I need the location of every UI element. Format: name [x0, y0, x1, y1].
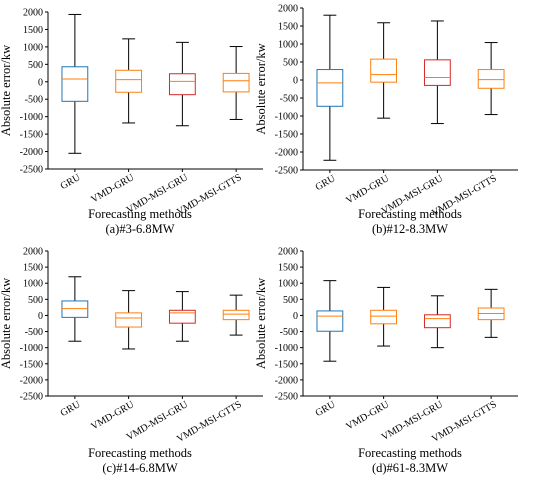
panel-1: -2500 -2000 -1500 -1000 -500 0 500 1000 1500 2000… [0, 8, 263, 236]
y-tick-label: 1500 [278, 263, 298, 274]
iqr-box [423, 314, 451, 329]
x-axis-title: Forecasting methods [358, 207, 462, 221]
box-gru [61, 276, 89, 342]
y-tick-label: 500 [28, 295, 43, 306]
y-tick-label: 0 [38, 311, 43, 322]
iqr-box [316, 69, 344, 107]
y-axis-title: Absolute error/kw [254, 43, 268, 134]
panel-2: -2500 -2000 -1500 -1000 -500 0 500 1000 1500 2000… [254, 4, 518, 236]
x-axis-title: Forecasting methods [88, 207, 192, 221]
box-gru [316, 14, 344, 161]
x-tick-label: VMD-GRU [89, 172, 137, 206]
box-vmd-msi-gru [168, 41, 196, 127]
iqr-box [168, 73, 196, 96]
y-tick-label: -1000 [275, 112, 298, 123]
y-tick-label: -2500 [20, 392, 43, 403]
y-tick-label: -2500 [20, 165, 43, 176]
y-tick-label: -2000 [20, 375, 43, 386]
box-vmd-gru [115, 38, 143, 124]
y-tick-label: 500 [283, 58, 298, 69]
y-tick-label: 1500 [23, 263, 43, 274]
y-tick-label: 500 [28, 60, 43, 71]
y-tick-label: -1500 [275, 359, 298, 370]
y-tick-label: -1500 [20, 130, 43, 141]
box-vmd-msi-gtts [477, 42, 505, 116]
box-vmd-gru [370, 286, 398, 347]
y-tick-label: -2000 [275, 148, 298, 159]
box-vmd-msi-gru [168, 291, 196, 342]
panel-4: -2500 -2000 -1500 -1000 -500 0 500 1000 1500 2000… [254, 247, 518, 475]
box-gru [61, 13, 89, 154]
y-tick-label: 500 [283, 295, 298, 306]
y-axis-title: Absolute error/kw [0, 278, 13, 369]
y-tick-label: 1000 [278, 40, 298, 51]
y-tick-label: 1000 [23, 42, 43, 53]
iqr-box [370, 309, 398, 325]
y-tick-label: -1000 [20, 343, 43, 354]
y-tick-label: -1500 [275, 130, 298, 141]
panel-caption: (a)#3-6.8MW [105, 222, 174, 236]
y-axis-title: Absolute error/kw [254, 278, 268, 369]
y-tick-label: -2500 [275, 166, 298, 177]
y-tick-label: -500 [280, 94, 298, 105]
box-vmd-msi-gru [423, 20, 451, 125]
panel-caption: (d)#61-8.3MW [372, 461, 448, 475]
y-tick-label: 0 [38, 77, 43, 88]
y-tick-label: 0 [293, 76, 298, 87]
x-tick-label: VMD-GRU [344, 173, 392, 207]
panel-caption: (c)#14-6.8MW [102, 461, 178, 475]
y-tick-label: 1500 [23, 25, 43, 36]
box-vmd-msi-gtts [477, 288, 505, 338]
box-vmd-msi-gtts [222, 294, 250, 336]
box-vmd-gru [370, 22, 398, 119]
y-tick-label: -1500 [20, 359, 43, 370]
iqr-box [115, 312, 143, 328]
iqr-box [222, 72, 250, 93]
y-tick-label: -2000 [20, 147, 43, 158]
iqr-box [423, 59, 451, 86]
y-tick-label: -500 [280, 327, 298, 338]
y-tick-label: 2000 [23, 247, 43, 258]
x-tick-label: VMD-GRU [89, 399, 137, 433]
y-tick-label: 1000 [278, 279, 298, 290]
iqr-box [115, 69, 143, 93]
iqr-box [168, 309, 196, 324]
x-tick-label: GRU [314, 173, 338, 193]
x-axis-title: Forecasting methods [358, 446, 462, 460]
iqr-box [477, 69, 505, 89]
y-tick-label: 1000 [23, 279, 43, 290]
iqr-box [61, 66, 89, 102]
x-tick-label: GRU [314, 399, 338, 419]
y-tick-label: -2500 [275, 392, 298, 403]
y-tick-label: 1500 [278, 22, 298, 33]
y-tick-label: -500 [25, 327, 43, 338]
panel-caption: (b)#12-8.3MW [372, 222, 448, 236]
box-vmd-msi-gru [423, 295, 451, 349]
iqr-box [316, 310, 344, 332]
box-gru [316, 280, 344, 362]
iqr-box [222, 309, 250, 321]
iqr-box [370, 58, 398, 83]
y-tick-label: -2000 [275, 375, 298, 386]
x-tick-label: GRU [59, 172, 83, 192]
y-tick-label: 0 [293, 311, 298, 322]
y-tick-label: 2000 [23, 8, 43, 19]
y-tick-label: -1000 [20, 112, 43, 123]
y-tick-label: 2000 [278, 247, 298, 258]
x-tick-label: VMD-GRU [344, 399, 392, 433]
y-tick-label: 2000 [278, 4, 298, 15]
y-axis-title: Absolute error/kw [0, 45, 13, 136]
y-tick-label: -500 [25, 95, 43, 106]
x-axis-title: Forecasting methods [88, 446, 192, 460]
x-tick-label: GRU [59, 399, 83, 419]
y-tick-label: -1000 [275, 343, 298, 354]
box-vmd-msi-gtts [222, 46, 250, 120]
panel-3: -2500 -2000 -1500 -1000 -500 0 500 1000 1500 2000… [0, 247, 263, 475]
box-vmd-gru [115, 290, 143, 350]
